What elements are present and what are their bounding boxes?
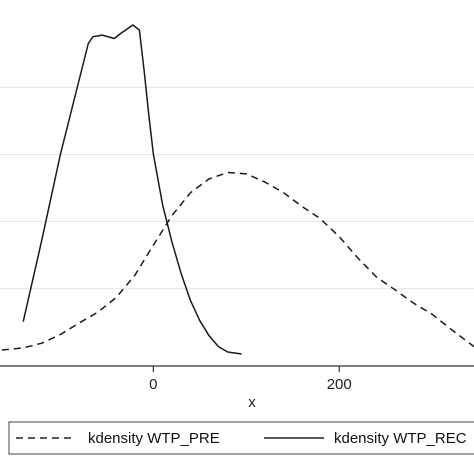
x-tick-label-1: 200 — [327, 376, 352, 393]
legend-label-pre: kdensity WTP_PRE — [88, 430, 220, 447]
gridlines — [0, 86, 474, 290]
series-line-pre — [1, 171, 474, 351]
legend: kdensity WTP_PRE kdensity WTP_REC — [8, 421, 474, 455]
series-line-rec — [22, 24, 242, 355]
x-axis-title: x — [248, 394, 256, 411]
legend-label-rec: kdensity WTP_REC — [334, 430, 467, 447]
x-axis-ticks: 0 200 — [149, 366, 352, 393]
series-lines — [1, 24, 474, 355]
legend-box — [8, 421, 474, 455]
x-tick-label-0: 0 — [149, 376, 157, 393]
